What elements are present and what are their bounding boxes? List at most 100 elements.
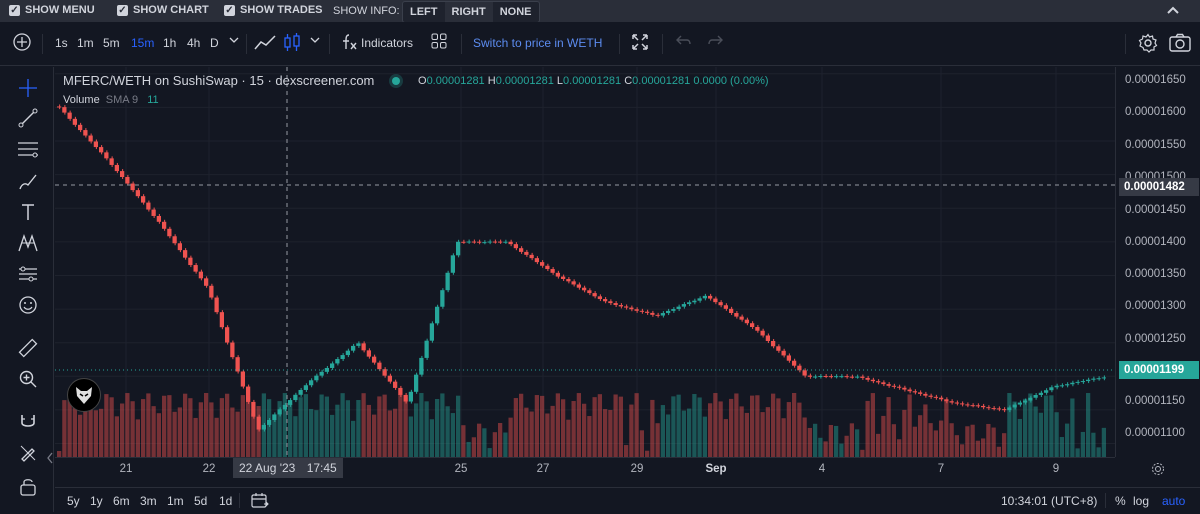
timeframe-1m[interactable]: 1m — [77, 36, 94, 50]
candle-body — [981, 405, 986, 408]
candle-body — [603, 299, 608, 302]
sidebar-collapse-chevron-icon[interactable] — [46, 451, 54, 470]
volume-bar — [1023, 398, 1028, 457]
candle-body — [566, 279, 571, 282]
brush-icon[interactable] — [17, 170, 39, 192]
volume-bar — [555, 393, 560, 457]
candle-body — [435, 306, 440, 324]
range-3m[interactable]: 3m — [140, 494, 157, 508]
candle-body — [1002, 409, 1007, 411]
candle-body — [146, 202, 151, 210]
show-menu-checkbox[interactable]: ✓ SHOW MENU — [9, 4, 95, 16]
ruler-icon[interactable] — [17, 337, 39, 359]
timeframe-1h[interactable]: 1h — [163, 36, 177, 50]
log-scale-toggle[interactable]: log — [1133, 494, 1150, 508]
time-axis-settings-icon[interactable] — [1151, 462, 1165, 481]
candle-body — [361, 343, 366, 351]
candle-body — [692, 300, 697, 303]
candle-body — [1049, 387, 1054, 391]
volume-bar — [582, 403, 587, 457]
volume-bar — [330, 414, 335, 457]
volume-bar — [398, 394, 403, 457]
volume-bar — [456, 395, 461, 457]
checkbox-checked-icon: ✓ — [224, 4, 235, 16]
info-none-button[interactable]: NONE — [499, 6, 532, 18]
text-tool-icon[interactable] — [17, 201, 39, 223]
range-5d[interactable]: 5d — [194, 494, 208, 508]
symbol-title: MFERC/WETH on SushiSwap · 15 · dexscreen… — [63, 73, 375, 88]
indicators-fx-icon[interactable] — [340, 33, 358, 54]
zoom-in-icon[interactable] — [17, 368, 39, 390]
timeframe-4h[interactable]: 4h — [187, 36, 201, 50]
range-5y[interactable]: 5y — [67, 494, 80, 508]
volume-bar — [729, 398, 734, 457]
candle-body — [461, 241, 466, 243]
auto-scale-toggle[interactable]: auto — [1162, 494, 1186, 508]
candle-body — [818, 375, 823, 377]
range-1y[interactable]: 1y — [90, 494, 103, 508]
candle-body — [1059, 385, 1064, 387]
range-1d[interactable]: 1d — [219, 494, 233, 508]
volume-bar — [823, 441, 828, 457]
volume-bar — [340, 393, 345, 457]
timeframe-5m[interactable]: 5m — [103, 36, 120, 50]
price-chart-area[interactable] — [55, 67, 1115, 457]
candlestick-chart — [55, 67, 1115, 457]
lock-pencil-icon[interactable] — [17, 442, 39, 464]
layout-grid-icon[interactable] — [431, 33, 447, 52]
timeframe-15m[interactable]: 15m — [131, 36, 155, 50]
range-6m[interactable]: 6m — [113, 494, 130, 508]
show-info-segmented-control: LEFT RIGHT NONE — [402, 1, 540, 23]
fullscreen-icon[interactable] — [631, 33, 649, 54]
horizontal-lines-icon[interactable] — [17, 138, 39, 160]
candle-body — [755, 327, 760, 331]
price-axis[interactable]: 0.00001650 0.00001600 0.00001550 0.00001… — [1115, 67, 1200, 457]
pattern-tool-icon[interactable] — [17, 232, 39, 254]
emoji-smiley-icon[interactable] — [17, 294, 39, 316]
timeframe-dropdown-chevron-icon[interactable] — [229, 34, 239, 48]
screenshot-camera-icon[interactable] — [1169, 33, 1191, 56]
line-chart-icon[interactable] — [254, 34, 276, 55]
time-tick: 7 — [937, 463, 945, 475]
collapse-chevron-up-icon[interactable] — [1166, 3, 1180, 20]
close-value: 0.00001281 — [632, 75, 691, 87]
go-to-date-calendar-icon[interactable] — [251, 492, 269, 514]
info-right-button[interactable]: RIGHT — [444, 2, 493, 22]
last-price-label: 0.00001199 — [1119, 361, 1199, 379]
candle-body — [503, 241, 508, 243]
show-trades-checkbox[interactable]: ✓ SHOW TRADES — [224, 4, 323, 16]
candle-body — [1012, 404, 1017, 408]
undo-icon[interactable] — [676, 34, 692, 51]
magnet-icon[interactable] — [17, 411, 39, 433]
candle-body — [120, 171, 125, 177]
indicators-button[interactable]: Indicators — [361, 36, 414, 50]
volume-bar — [771, 393, 776, 457]
volume-legend: Volume SMA 9 11 — [63, 94, 159, 106]
trend-line-icon[interactable] — [17, 107, 39, 129]
candle-body — [209, 285, 214, 298]
redo-icon[interactable] — [707, 34, 723, 51]
timeframe-d[interactable]: D — [210, 36, 219, 50]
range-1m[interactable]: 1m — [167, 494, 184, 508]
candles-chart-icon[interactable] — [283, 33, 301, 56]
prediction-tool-icon[interactable] — [17, 263, 39, 285]
time-axis[interactable]: 21 22 25 27 29 Sep 4 7 9 — [55, 457, 1164, 479]
show-chart-checkbox[interactable]: ✓ SHOW CHART — [117, 4, 209, 16]
candle-body — [555, 272, 560, 277]
volume-bar — [1033, 406, 1038, 457]
switch-price-button[interactable]: Switch to price in WETH — [473, 36, 603, 50]
chart-type-chevron-icon[interactable] — [310, 34, 320, 48]
price-tick: 0.00001150 — [1125, 395, 1185, 407]
add-symbol-plus-icon[interactable] — [12, 32, 32, 55]
candle-body — [225, 327, 230, 343]
volume-bar — [1075, 448, 1080, 457]
info-left-button[interactable]: LEFT — [410, 6, 438, 18]
divider — [662, 34, 663, 54]
settings-gear-icon[interactable] — [1138, 33, 1158, 56]
timeframe-1s[interactable]: 1s — [55, 36, 68, 50]
volume-bar — [272, 419, 277, 457]
percent-scale-toggle[interactable]: % — [1115, 494, 1126, 508]
clock-timezone[interactable]: 10:34:01 (UTC+8) — [1001, 494, 1098, 508]
lock-icon[interactable] — [17, 475, 39, 497]
crosshair-icon[interactable] — [17, 77, 39, 99]
